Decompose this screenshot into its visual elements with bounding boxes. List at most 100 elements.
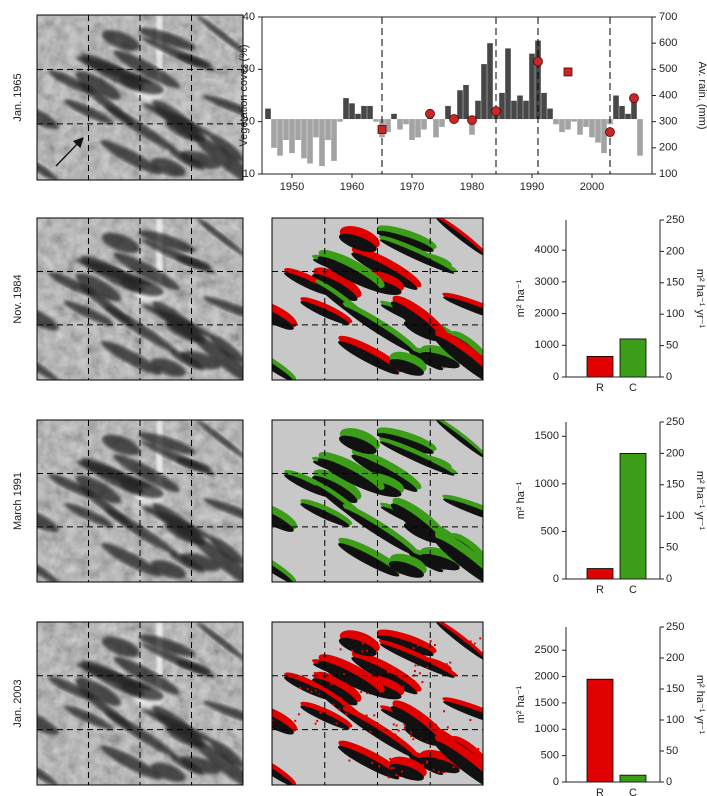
- cover-point: [491, 106, 501, 117]
- vegetation-band: [194, 135, 243, 180]
- speckle: [351, 649, 354, 652]
- speckle: [452, 766, 455, 769]
- vegetation-band: [141, 643, 216, 679]
- y2-tick-label: 100: [659, 168, 677, 180]
- rain-bar: [439, 119, 445, 127]
- vegetation-band: [342, 711, 415, 758]
- y2-tick-label: 600: [659, 37, 677, 49]
- rain-bar: [409, 119, 415, 140]
- vegetation-band: [283, 474, 330, 498]
- vegetation-band: [436, 622, 483, 661]
- bar: [586, 678, 614, 783]
- rain-bar: [469, 119, 475, 135]
- speckle: [445, 663, 448, 666]
- rain-bar: [613, 95, 619, 120]
- vegetation-band: [283, 272, 330, 296]
- aerial-photo: [37, 218, 243, 380]
- vegetation-band: [138, 634, 196, 657]
- vegetation-band: [113, 656, 180, 695]
- bright-strip: [156, 15, 163, 90]
- vegetation-band: [152, 503, 206, 546]
- rain-bar: [553, 119, 559, 125]
- speckle: [412, 647, 415, 650]
- vegetation-band: [209, 335, 243, 363]
- vegetation-band: [419, 554, 460, 571]
- vegetation-band: [80, 255, 144, 292]
- vegetation-band: [388, 763, 424, 781]
- cover-point: [377, 125, 387, 134]
- y-tick-label: 2000: [535, 307, 559, 319]
- image-frame: [36, 14, 244, 181]
- speckle: [429, 640, 432, 643]
- cover-point: [605, 127, 615, 138]
- y-axis-title: m² ha⁻¹: [515, 279, 527, 317]
- speckle: [417, 664, 420, 667]
- speckle: [258, 717, 260, 719]
- speckle: [387, 776, 390, 779]
- vegetation-band: [105, 711, 177, 758]
- vegetation-band: [388, 358, 424, 376]
- vegetation-band: [342, 306, 415, 353]
- vegetation-band: [152, 705, 206, 748]
- y2-axis-title: Av. rain. (mm): [696, 61, 707, 129]
- x-tick-label: R: [596, 382, 604, 394]
- speckle: [410, 731, 413, 734]
- arrow: [55, 137, 84, 167]
- rain-bar: [463, 85, 469, 120]
- rain-bar: [535, 40, 541, 120]
- image-frame: [36, 217, 244, 381]
- rain-bar: [373, 119, 379, 122]
- rain-bar: [295, 119, 301, 140]
- speckle: [377, 765, 380, 768]
- speckle: [381, 681, 384, 684]
- speckle: [449, 661, 452, 664]
- x-tick-label: R: [596, 584, 604, 596]
- speckle: [369, 730, 372, 733]
- vegetation-band: [338, 435, 377, 455]
- vegetation-band: [101, 30, 140, 51]
- speckle: [360, 690, 363, 693]
- y2-axis-title: m² ha⁻¹ yr⁻¹: [694, 675, 706, 735]
- rain-bar: [271, 119, 277, 148]
- cover-point: [449, 114, 459, 124]
- vegetation-band: [194, 335, 243, 380]
- vegetation-band: [338, 543, 400, 577]
- change-map: [249, 622, 483, 785]
- rain-bar: [433, 119, 439, 138]
- speckle: [392, 723, 395, 726]
- bar: [586, 568, 614, 580]
- speckle: [316, 719, 319, 722]
- y-tick-label: 40: [243, 11, 255, 23]
- y2-tick-label: 0: [666, 776, 672, 788]
- rain-bar: [397, 119, 403, 130]
- x-tick-label: 1950: [280, 181, 304, 193]
- speckle: [420, 766, 423, 769]
- vegetation-band: [152, 301, 206, 344]
- rain-bar: [589, 119, 595, 138]
- speckle: [389, 757, 392, 760]
- speckle: [319, 711, 322, 714]
- vegetation-band: [150, 357, 186, 377]
- speckle: [297, 713, 300, 716]
- rain-bar: [517, 95, 523, 120]
- speckle: [339, 648, 342, 651]
- x-tick-label: 2000: [580, 181, 604, 193]
- y2-tick-label: 50: [666, 745, 678, 757]
- speckle: [249, 775, 251, 777]
- speckle: [366, 691, 369, 694]
- vegetation-band: [203, 95, 243, 122]
- rain-bar: [385, 119, 391, 133]
- vegetation-band: [141, 441, 216, 476]
- rain-bar: [445, 105, 451, 120]
- rain-bar: [403, 119, 409, 125]
- rain-bar: [367, 105, 373, 120]
- speckle: [282, 774, 285, 777]
- speckle: [400, 770, 403, 773]
- y2-tick-label: 400: [659, 89, 677, 101]
- vegetation-band: [64, 99, 114, 124]
- vegetation-band: [209, 739, 243, 768]
- vegetation-band: [338, 341, 400, 375]
- vegetation-band: [138, 27, 196, 50]
- change-map: [272, 218, 483, 380]
- vegetation-band: [312, 273, 358, 301]
